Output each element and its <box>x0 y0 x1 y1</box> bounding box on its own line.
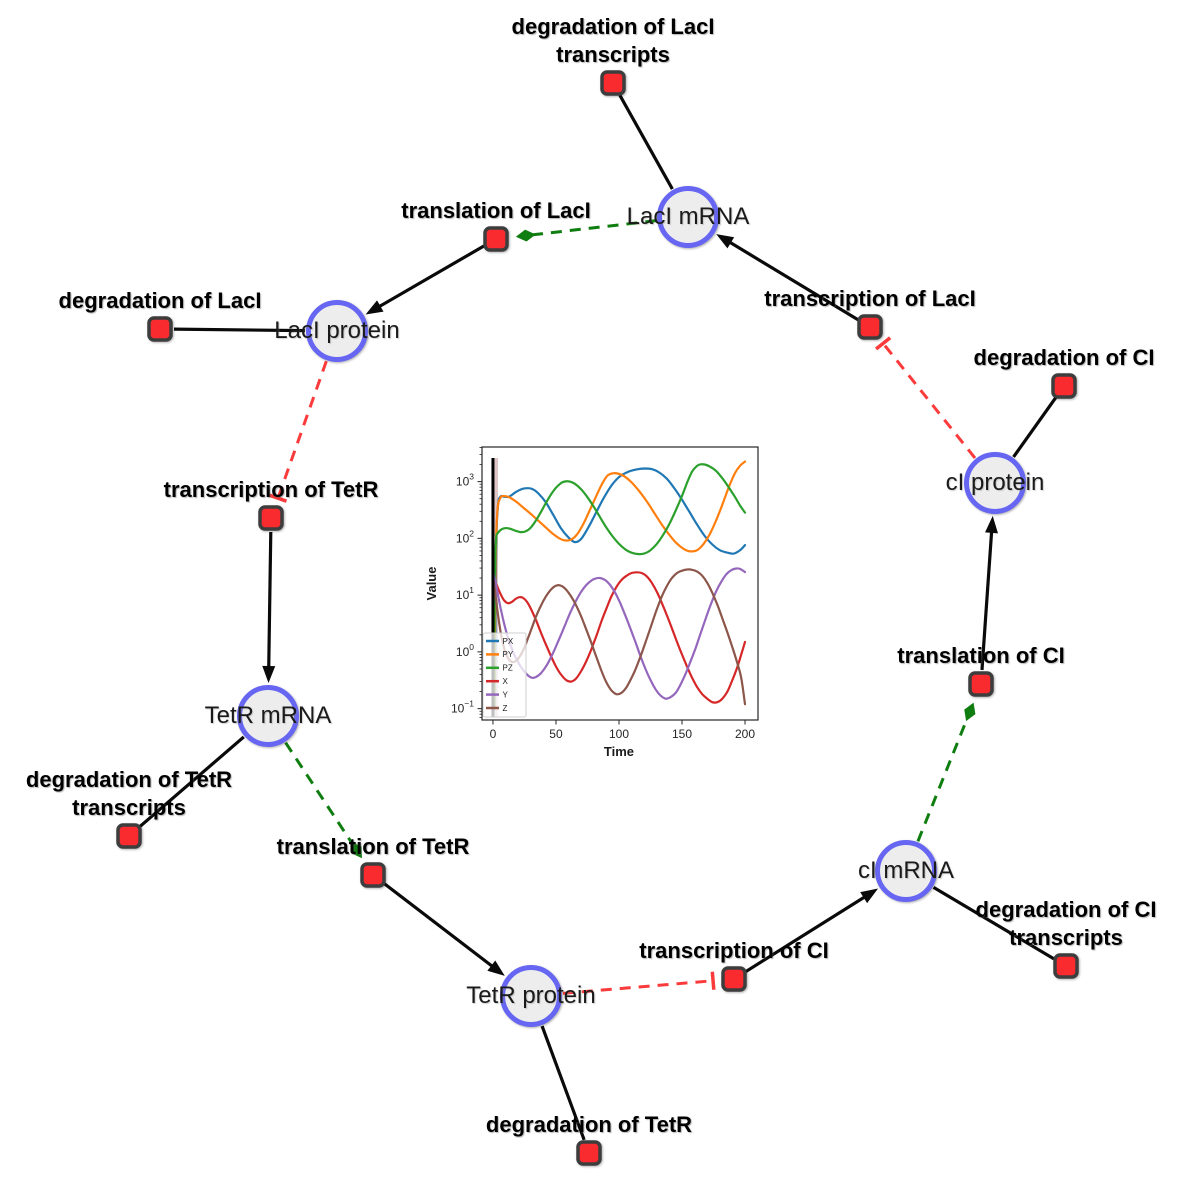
x-axis-label: Time <box>604 744 634 759</box>
edge-tetr_mrna-tl_tetr-modifier-arrowhead <box>350 841 362 859</box>
series-PX-line <box>493 467 747 710</box>
series-PZ-line <box>492 463 747 710</box>
edge-tetr_protein-tx_ci <box>562 979 714 995</box>
x-tick-label: 150 <box>672 727 692 741</box>
reaction-node-tx_tetr[interactable] <box>258 505 284 531</box>
reaction-node-tx_ci[interactable] <box>721 966 747 992</box>
y-axis-label: Value <box>424 567 439 601</box>
edge-ci_protein-deg_ci <box>1012 396 1058 458</box>
edge-tl_tetr-tetr_protein <box>383 882 502 974</box>
y-tick-label: 101 <box>456 585 474 602</box>
tick-labels: 0 50 100 150 200 10−1 100 101 102 103 <box>451 472 755 741</box>
edges-layer <box>138 94 1058 1141</box>
edge-tl_tetr-tetr_protein-arrowhead <box>487 960 505 976</box>
edge-ci_mrna-tl_ci-modifier-arrowhead <box>964 702 976 722</box>
reaction-node-deg_laci[interactable] <box>147 316 173 342</box>
edge-tetr_protein-deg_tetr <box>540 1025 586 1141</box>
edge-ci_protein-tx_laci-inhibitor-bar <box>875 336 892 351</box>
nodes-layer <box>116 70 1079 1166</box>
reaction-node-tl_tetr[interactable] <box>360 862 386 888</box>
edge-tx_ci-ci_mrna-arrowhead <box>860 888 879 904</box>
timeseries-inset: 0 50 100 150 200 10−1 100 101 102 103 Time Value PX P… <box>424 436 769 766</box>
species-node-laci_protein[interactable] <box>306 300 368 362</box>
species-node-tetr_protein[interactable] <box>500 965 562 1027</box>
edge-tl_laci-laci_protein-arrowhead <box>365 300 384 315</box>
y-tick-label: 102 <box>456 528 474 545</box>
reaction-node-tl_ci[interactable] <box>968 671 994 697</box>
edge-tx_laci-laci_mrna <box>720 235 859 322</box>
legend-label-PZ: PZ <box>503 664 513 673</box>
edge-tetr_mrna-tl_tetr <box>284 741 355 846</box>
edge-ci_mrna-deg_ci_tx <box>932 885 1055 961</box>
y-tick-label: 103 <box>456 472 474 489</box>
edge-ci_protein-tx_laci <box>881 342 977 459</box>
y-tick-label: 10−1 <box>451 699 474 716</box>
reaction-node-deg_tetr[interactable] <box>576 1140 602 1166</box>
species-node-ci_protein[interactable] <box>964 452 1026 514</box>
series-Z-line <box>491 568 747 706</box>
species-node-laci_mrna[interactable] <box>657 186 719 248</box>
species-node-ci_mrna[interactable] <box>875 840 937 902</box>
series-X-line <box>491 571 747 704</box>
edge-laci_protein-deg_laci <box>173 327 306 333</box>
edge-laci_mrna-tl_laci-modifier-arrowhead <box>515 229 536 242</box>
legend-label-X: X <box>503 677 509 686</box>
edge-tl_ci-ci_protein-arrowhead <box>985 515 999 534</box>
edge-tx_tetr-tetr_mrna <box>266 531 273 678</box>
reaction-node-deg_ci_tx[interactable] <box>1053 953 1079 979</box>
edge-tx_laci-laci_mrna-arrowhead <box>716 234 735 249</box>
legend-label-PX: PX <box>503 637 514 646</box>
x-tick-label: 0 <box>490 727 497 741</box>
plot-frame <box>481 446 759 721</box>
legend-label-Y: Y <box>503 690 509 699</box>
reaction-node-deg_laci_tx[interactable] <box>600 70 626 96</box>
reaction-node-tl_laci[interactable] <box>483 226 509 252</box>
series-curves <box>491 460 747 710</box>
reaction-node-tx_laci[interactable] <box>857 314 883 340</box>
edge-tx_ci-ci_mrna <box>745 890 874 973</box>
plot-legend: PX PY PZ XYZ <box>482 632 527 718</box>
y-tick-label: 100 <box>456 642 474 659</box>
legend-label-PY: PY <box>503 650 514 659</box>
reaction-node-deg_tetr_tx[interactable] <box>116 823 142 849</box>
legend-label-Z: Z <box>503 704 508 713</box>
edge-ci_mrna-tl_ci <box>916 716 969 842</box>
x-tick-label: 200 <box>735 727 755 741</box>
edge-tetr_protein-tx_ci-inhibitor-bar <box>710 971 716 990</box>
edge-tl_laci-laci_protein <box>369 244 485 313</box>
edge-laci_mrna-tl_laci <box>531 219 657 237</box>
edge-laci_mrna-deg_laci_tx <box>618 94 674 190</box>
timeseries-chart: 0 50 100 150 20010−1100101102103TimeValuePXP… <box>424 446 759 759</box>
edge-laci_protein-tx_tetr <box>276 360 328 499</box>
edge-laci_protein-tx_tetr-inhibitor-bar <box>268 493 288 503</box>
reaction-node-deg_ci[interactable] <box>1051 373 1077 399</box>
x-tick-label: 100 <box>609 727 629 741</box>
series-PY-line <box>493 460 747 710</box>
edge-tx_tetr-tetr_mrna-arrowhead <box>262 665 276 684</box>
edge-tl_ci-ci_protein <box>980 521 994 671</box>
x-tick-label: 50 <box>549 727 563 741</box>
edge-tetr_mrna-deg_tetr_tx <box>138 735 245 829</box>
species-node-tetr_mrna[interactable] <box>237 685 299 747</box>
